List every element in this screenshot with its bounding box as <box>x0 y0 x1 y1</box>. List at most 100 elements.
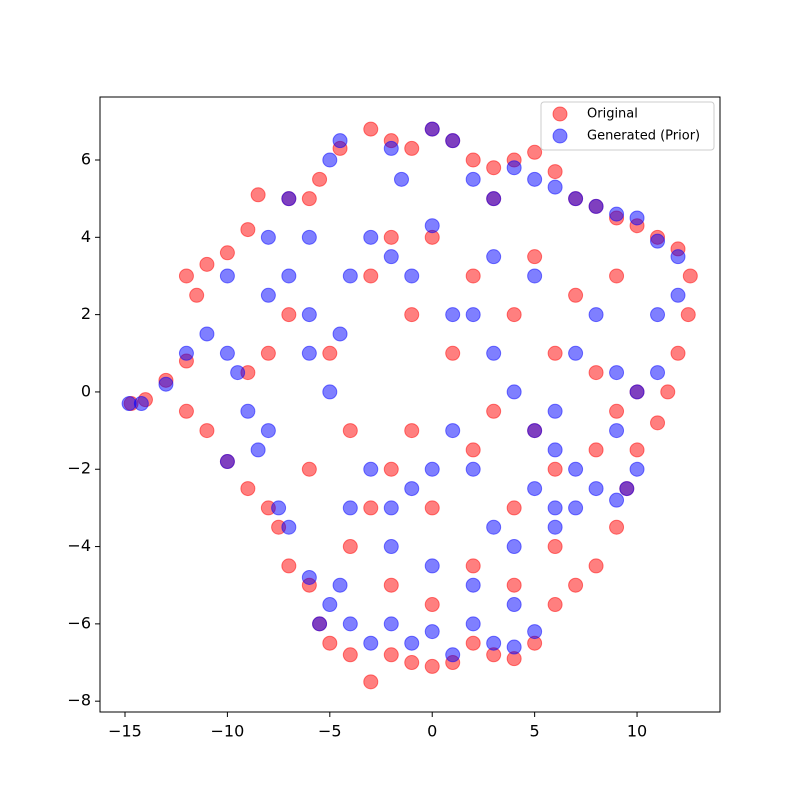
point <box>404 140 420 156</box>
point <box>393 171 409 187</box>
point <box>465 442 481 458</box>
point <box>445 307 461 323</box>
point <box>547 500 563 516</box>
plot-frame <box>99 96 721 713</box>
point <box>301 569 317 585</box>
point <box>445 345 461 361</box>
legend-marker <box>552 128 568 144</box>
point <box>322 597 338 613</box>
point <box>650 365 666 381</box>
point <box>383 249 399 265</box>
point <box>568 500 584 516</box>
point <box>424 500 440 516</box>
point <box>281 558 297 574</box>
point <box>404 655 420 671</box>
point <box>465 171 481 187</box>
y-tick-label: 4 <box>81 227 91 246</box>
point <box>240 481 256 497</box>
point <box>250 187 266 203</box>
legend-label: Original <box>587 107 638 122</box>
x-tick-label: −10 <box>211 722 245 741</box>
legend: Original Generated (Prior) <box>540 101 715 151</box>
point <box>342 539 358 555</box>
point <box>281 191 297 207</box>
point <box>199 423 215 439</box>
point <box>445 133 461 149</box>
point <box>424 624 440 640</box>
point <box>527 144 543 160</box>
point <box>568 345 584 361</box>
legend-frame <box>540 101 715 151</box>
point <box>230 365 246 381</box>
point <box>588 198 604 214</box>
point <box>363 635 379 651</box>
point <box>568 577 584 593</box>
point <box>486 345 502 361</box>
point <box>424 658 440 674</box>
point <box>547 597 563 613</box>
point <box>363 674 379 690</box>
point <box>682 268 698 284</box>
axes: −15 −10 −5 0 5 10 −8 −6 −4 −2 0 2 4 6 <box>67 150 647 741</box>
point <box>342 616 358 632</box>
point <box>404 423 420 439</box>
point <box>260 423 276 439</box>
point <box>424 597 440 613</box>
point <box>465 268 481 284</box>
point <box>527 249 543 265</box>
point <box>342 423 358 439</box>
point <box>322 345 338 361</box>
point <box>301 229 317 245</box>
point <box>404 268 420 284</box>
point <box>527 624 543 640</box>
point <box>465 577 481 593</box>
point <box>301 191 317 207</box>
point <box>219 245 235 261</box>
point <box>547 403 563 419</box>
point <box>609 365 625 381</box>
point <box>568 287 584 303</box>
point <box>619 481 635 497</box>
point <box>301 345 317 361</box>
point <box>178 345 194 361</box>
point <box>506 160 522 176</box>
point <box>281 307 297 323</box>
point <box>506 597 522 613</box>
y-tick-label: −8 <box>67 691 91 710</box>
point <box>383 140 399 156</box>
point <box>629 210 645 226</box>
point <box>312 171 328 187</box>
point <box>260 345 276 361</box>
point <box>465 152 481 168</box>
point <box>424 461 440 477</box>
point <box>527 171 543 187</box>
point <box>383 539 399 555</box>
y-tick-label: −6 <box>67 613 91 632</box>
point <box>404 307 420 323</box>
point <box>383 577 399 593</box>
point <box>178 268 194 284</box>
x-tick-label: −15 <box>108 722 142 741</box>
point <box>424 218 440 234</box>
point <box>445 423 461 439</box>
y-tick-label: 0 <box>81 381 91 400</box>
plot-marks <box>121 121 698 690</box>
point <box>527 423 543 439</box>
point <box>660 384 676 400</box>
point <box>609 268 625 284</box>
point <box>568 461 584 477</box>
point <box>506 500 522 516</box>
point <box>404 635 420 651</box>
point <box>281 268 297 284</box>
point <box>650 233 666 249</box>
point <box>301 307 317 323</box>
point <box>547 179 563 195</box>
point <box>424 558 440 574</box>
point <box>609 403 625 419</box>
point <box>322 635 338 651</box>
point <box>332 577 348 593</box>
point <box>322 384 338 400</box>
point <box>547 539 563 555</box>
point <box>383 647 399 663</box>
point <box>189 287 205 303</box>
